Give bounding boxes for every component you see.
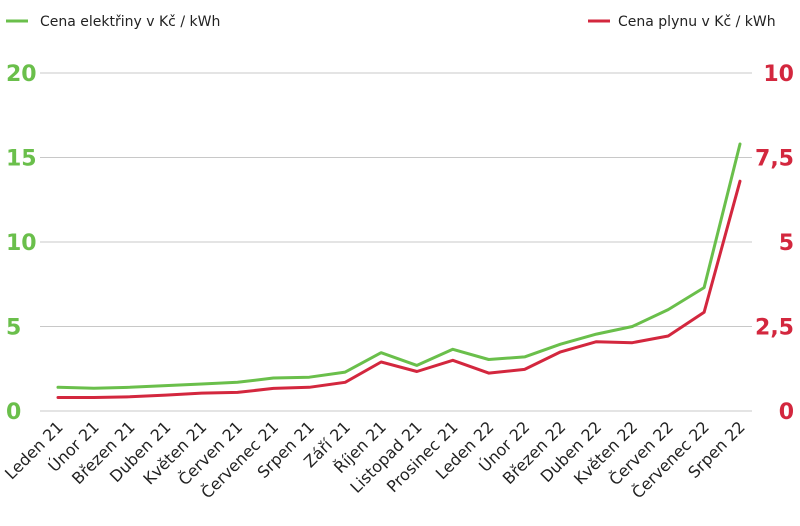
legend-label-electricity: Cena elektřiny v Kč / kWh: [40, 14, 220, 30]
y-left-tick-label: 0: [6, 400, 21, 425]
y-left-tick-label: 10: [6, 231, 37, 256]
right-axis-ticks: 0 2,5 5 7,5 10: [755, 62, 794, 425]
y-right-tick-label: 2,5: [755, 316, 794, 341]
y-right-tick-label: 7,5: [755, 147, 794, 172]
left-axis-ticks: 0 5 10 15 20: [6, 62, 37, 425]
series-lines: [56, 142, 742, 399]
legend-electricity: Cena elektřiny v Kč / kWh: [6, 14, 220, 30]
legend-gas: Cena plynu v Kč / kWh: [588, 14, 776, 30]
y-right-tick-label: 0: [779, 400, 794, 425]
gridlines: [40, 72, 752, 412]
y-left-tick-label: 5: [6, 316, 21, 341]
electricity-price-line: [56, 142, 742, 390]
gas-price-line: [56, 179, 742, 399]
legend-label-gas: Cena plynu v Kč / kWh: [618, 14, 776, 30]
y-left-tick-label: 15: [6, 147, 37, 172]
y-right-tick-label: 10: [763, 62, 794, 87]
y-left-tick-label: 20: [6, 62, 37, 87]
y-right-tick-label: 5: [779, 231, 794, 256]
